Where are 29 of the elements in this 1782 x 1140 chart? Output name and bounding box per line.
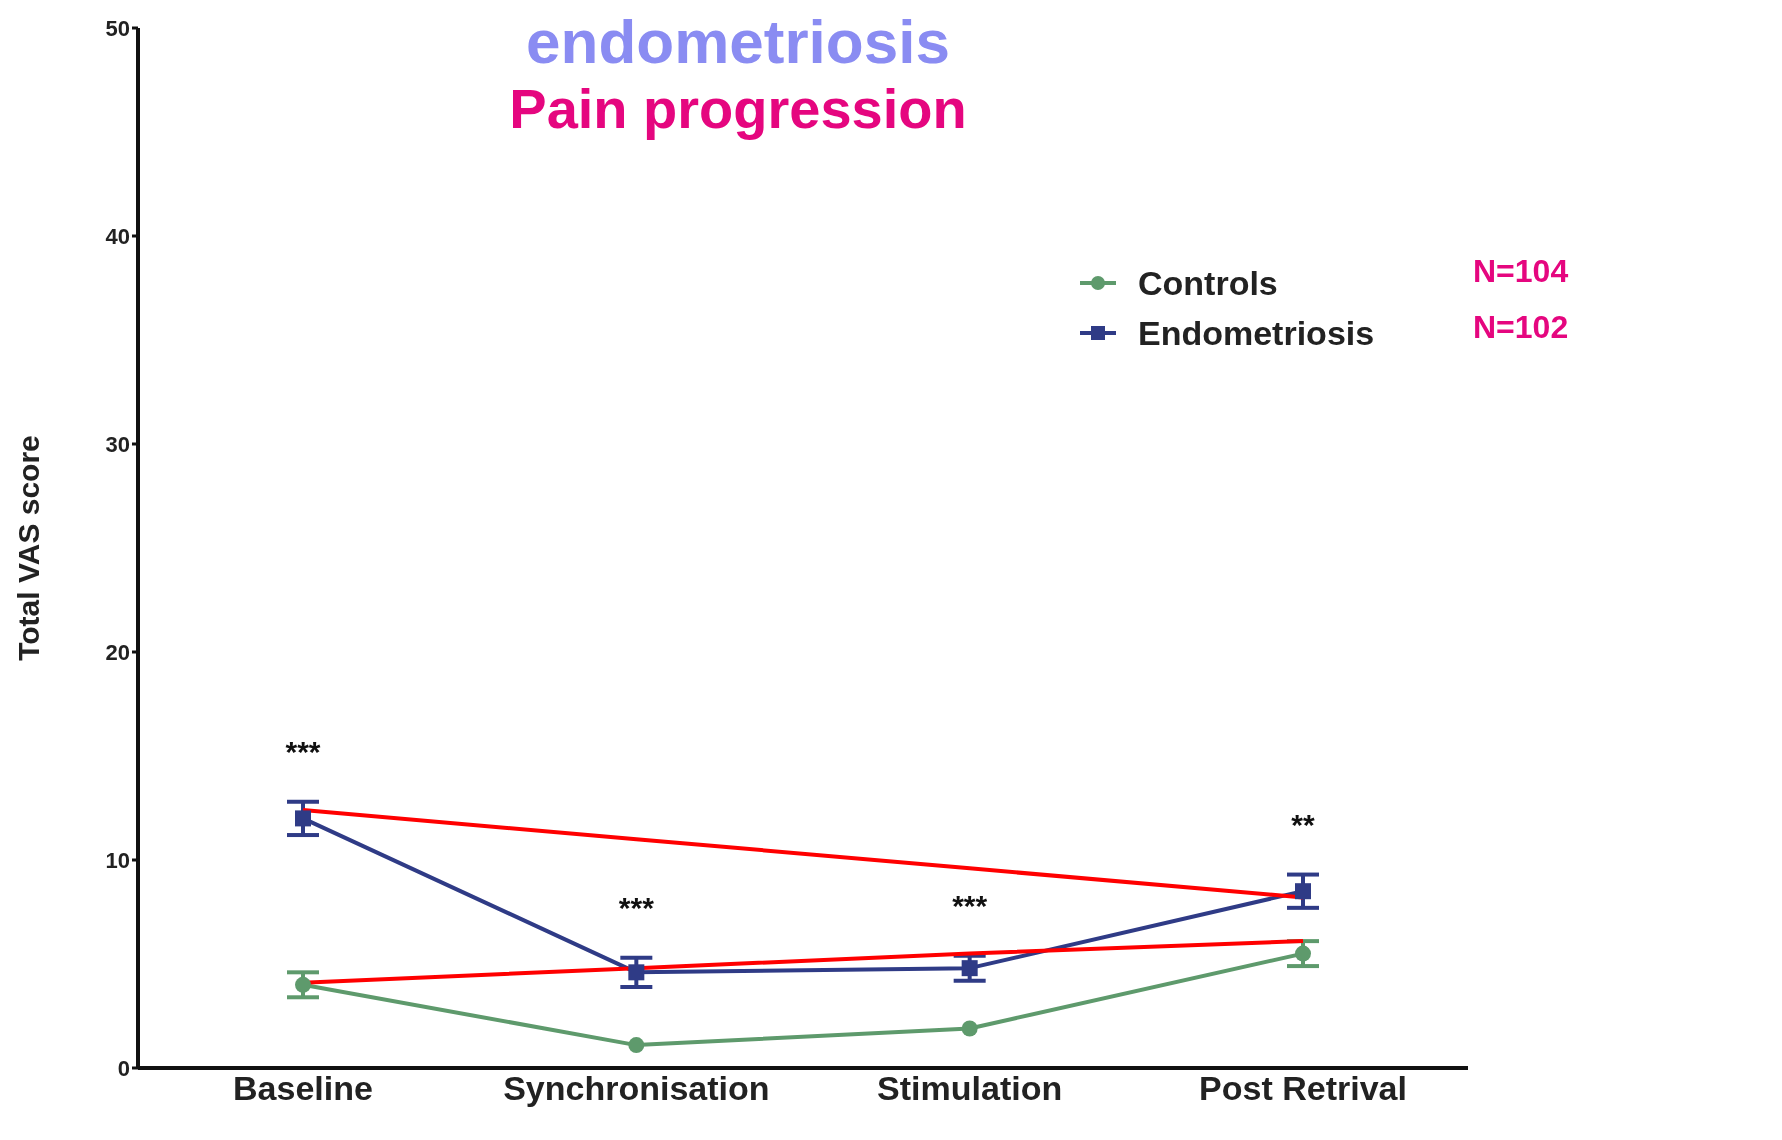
- y-tick-label: 20: [105, 639, 130, 665]
- point: [628, 964, 645, 981]
- y-tick-label: 50: [105, 15, 130, 41]
- point: [961, 960, 978, 977]
- x-tick-label: Synchronisation: [503, 1069, 770, 1108]
- x-tick-label: Stimulation: [877, 1069, 1063, 1108]
- point: [628, 1037, 645, 1054]
- point: [1295, 945, 1311, 962]
- text: N=102: [1473, 309, 1569, 347]
- point: [961, 1020, 978, 1037]
- text: Pain progression: [508, 76, 968, 142]
- point: [1295, 883, 1311, 900]
- chart-title: endometriosis: [525, 7, 951, 76]
- point: [295, 810, 311, 827]
- text: N=104: [1473, 253, 1569, 291]
- y-tick-label: 40: [105, 223, 130, 249]
- annotation: ***: [952, 888, 988, 922]
- annotation: ***: [618, 890, 655, 924]
- annotation: ***: [285, 734, 321, 768]
- annotation: **: [1291, 807, 1315, 841]
- point: [295, 976, 311, 993]
- x-tick-label: Baseline: [233, 1069, 373, 1108]
- x-tick-label: Post Retrival: [1199, 1069, 1407, 1108]
- legend-label: Controls: [1138, 263, 1278, 303]
- y-tick-label: 10: [105, 847, 130, 873]
- legend-label: Endometriosis: [1138, 313, 1375, 353]
- y-axis-title: Total VAS score: [11, 435, 45, 661]
- y-tick-label: 30: [105, 431, 130, 457]
- y-tick-label: 0: [117, 1055, 130, 1081]
